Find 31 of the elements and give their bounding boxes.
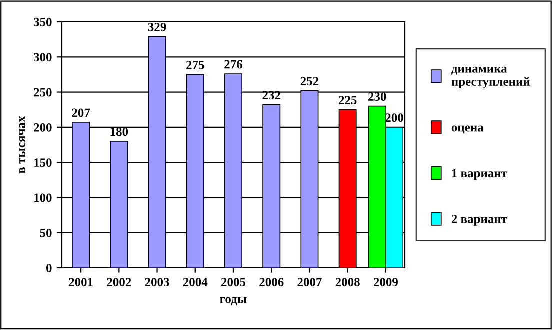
x-tick-label: 2001	[69, 278, 93, 287]
x-tick-label: 2006	[260, 278, 284, 287]
y-tick-label: 100	[34, 194, 52, 202]
y-tick-label: 300	[34, 53, 52, 62]
x-tick-label: 2008	[336, 278, 360, 287]
legend-label: оцена	[452, 126, 484, 134]
data-label: 329	[148, 23, 166, 32]
data-label: 252	[300, 77, 319, 86]
x-tick-label: 2004	[183, 278, 208, 287]
x-tick-label: 2005	[222, 278, 246, 287]
y-tick-label: 250	[34, 88, 52, 97]
x-tick-label: 2007	[298, 278, 322, 287]
legend-label: 2 вариант	[452, 214, 508, 226]
y-tick-label: 150	[34, 158, 52, 168]
x-tick-label: 2003	[145, 278, 170, 287]
data-label: 225	[338, 96, 357, 105]
data-label: 180	[110, 128, 128, 136]
legend-label: динамика преступлений	[452, 66, 530, 89]
legend-label: 1 вариант	[452, 169, 508, 180]
x-tick-label: 2009	[374, 278, 398, 287]
y-axis-title: в тысячах	[19, 116, 26, 174]
data-label: 207	[72, 108, 90, 118]
data-label: 275	[186, 60, 204, 70]
x-axis-title: годы	[220, 297, 247, 306]
y-tick-label: 0	[46, 264, 52, 272]
data-label: 276	[224, 60, 243, 69]
y-tick-label: 350	[34, 18, 52, 26]
y-tick-label: 200	[34, 123, 52, 132]
data-label: 230	[368, 92, 386, 102]
x-tick-label: 2002	[107, 278, 132, 287]
y-tick-label: 50	[40, 228, 52, 238]
